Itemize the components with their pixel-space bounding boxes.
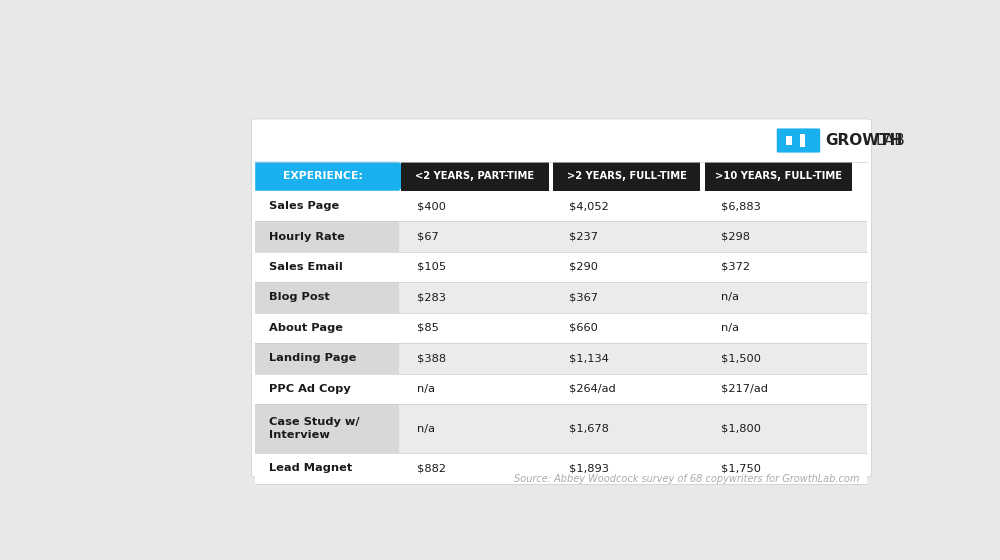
Text: $105: $105	[417, 262, 446, 272]
Text: $372: $372	[721, 262, 750, 272]
Text: Hourly Rate: Hourly Rate	[269, 231, 345, 241]
Text: $1,893: $1,893	[569, 463, 609, 473]
Text: $1,500: $1,500	[721, 353, 761, 363]
Bar	[255, 453, 867, 483]
Text: $85: $85	[417, 323, 439, 333]
Text: Lead Magnet: Lead Magnet	[269, 463, 352, 473]
Bar	[255, 312, 867, 343]
Bar	[255, 374, 399, 404]
Text: $400: $400	[417, 201, 446, 211]
Bar	[401, 162, 549, 191]
Text: EXPERIENCE:: EXPERIENCE:	[283, 171, 363, 181]
Text: n/a: n/a	[417, 423, 435, 433]
Text: >10 YEARS, FULL-TIME: >10 YEARS, FULL-TIME	[715, 171, 842, 181]
Bar	[255, 404, 867, 453]
Text: LAB: LAB	[875, 133, 905, 148]
Text: $283: $283	[417, 292, 446, 302]
Bar	[794, 132, 802, 149]
Bar	[255, 282, 867, 312]
Text: Sales Email: Sales Email	[269, 262, 343, 272]
Bar	[255, 343, 867, 374]
Text: $298: $298	[721, 231, 750, 241]
Bar	[783, 135, 791, 146]
Bar	[255, 252, 399, 282]
Text: $1,134: $1,134	[569, 353, 609, 363]
Bar	[255, 191, 867, 221]
Bar	[255, 453, 399, 483]
Bar	[255, 221, 399, 252]
Text: $67: $67	[417, 231, 439, 241]
FancyBboxPatch shape	[777, 128, 820, 152]
Bar	[255, 374, 867, 404]
Text: GROWTH: GROWTH	[825, 133, 902, 148]
Text: n/a: n/a	[417, 384, 435, 394]
Bar	[800, 134, 805, 147]
Text: $264/ad: $264/ad	[569, 384, 616, 394]
Text: <2 YEARS, PART-TIME: <2 YEARS, PART-TIME	[415, 171, 535, 181]
Bar	[255, 282, 399, 312]
Bar	[255, 343, 399, 374]
Text: $367: $367	[569, 292, 598, 302]
Text: PPC Ad Copy: PPC Ad Copy	[269, 384, 351, 394]
Text: $882: $882	[417, 463, 446, 473]
Text: n/a: n/a	[721, 323, 739, 333]
FancyBboxPatch shape	[251, 119, 871, 477]
Text: $660: $660	[569, 323, 598, 333]
Bar	[255, 312, 399, 343]
Bar	[255, 404, 399, 453]
Text: >2 YEARS, FULL-TIME: >2 YEARS, FULL-TIME	[567, 171, 687, 181]
Text: $217/ad: $217/ad	[721, 384, 768, 394]
Text: Source: Abbey Woodcock survey of 68 copywriters for GrowthLab.com: Source: Abbey Woodcock survey of 68 copy…	[514, 474, 860, 484]
Bar	[786, 136, 792, 145]
Text: Case Study w/
Interview: Case Study w/ Interview	[269, 417, 360, 440]
Bar	[553, 162, 700, 191]
Text: Blog Post: Blog Post	[269, 292, 330, 302]
Text: $4,052: $4,052	[569, 201, 609, 211]
Bar	[255, 252, 867, 282]
Text: n/a: n/a	[721, 292, 739, 302]
Text: Landing Page: Landing Page	[269, 353, 357, 363]
Text: $1,678: $1,678	[569, 423, 609, 433]
Text: $1,750: $1,750	[721, 463, 761, 473]
Text: About Page: About Page	[269, 323, 343, 333]
Text: $237: $237	[569, 231, 598, 241]
Bar	[705, 162, 852, 191]
Polygon shape	[255, 162, 411, 191]
Bar	[255, 221, 867, 252]
Text: $388: $388	[417, 353, 446, 363]
Text: $1,800: $1,800	[721, 423, 761, 433]
Bar	[255, 191, 399, 221]
Text: Sales Page: Sales Page	[269, 201, 339, 211]
Text: $6,883: $6,883	[721, 201, 761, 211]
Text: $290: $290	[569, 262, 598, 272]
